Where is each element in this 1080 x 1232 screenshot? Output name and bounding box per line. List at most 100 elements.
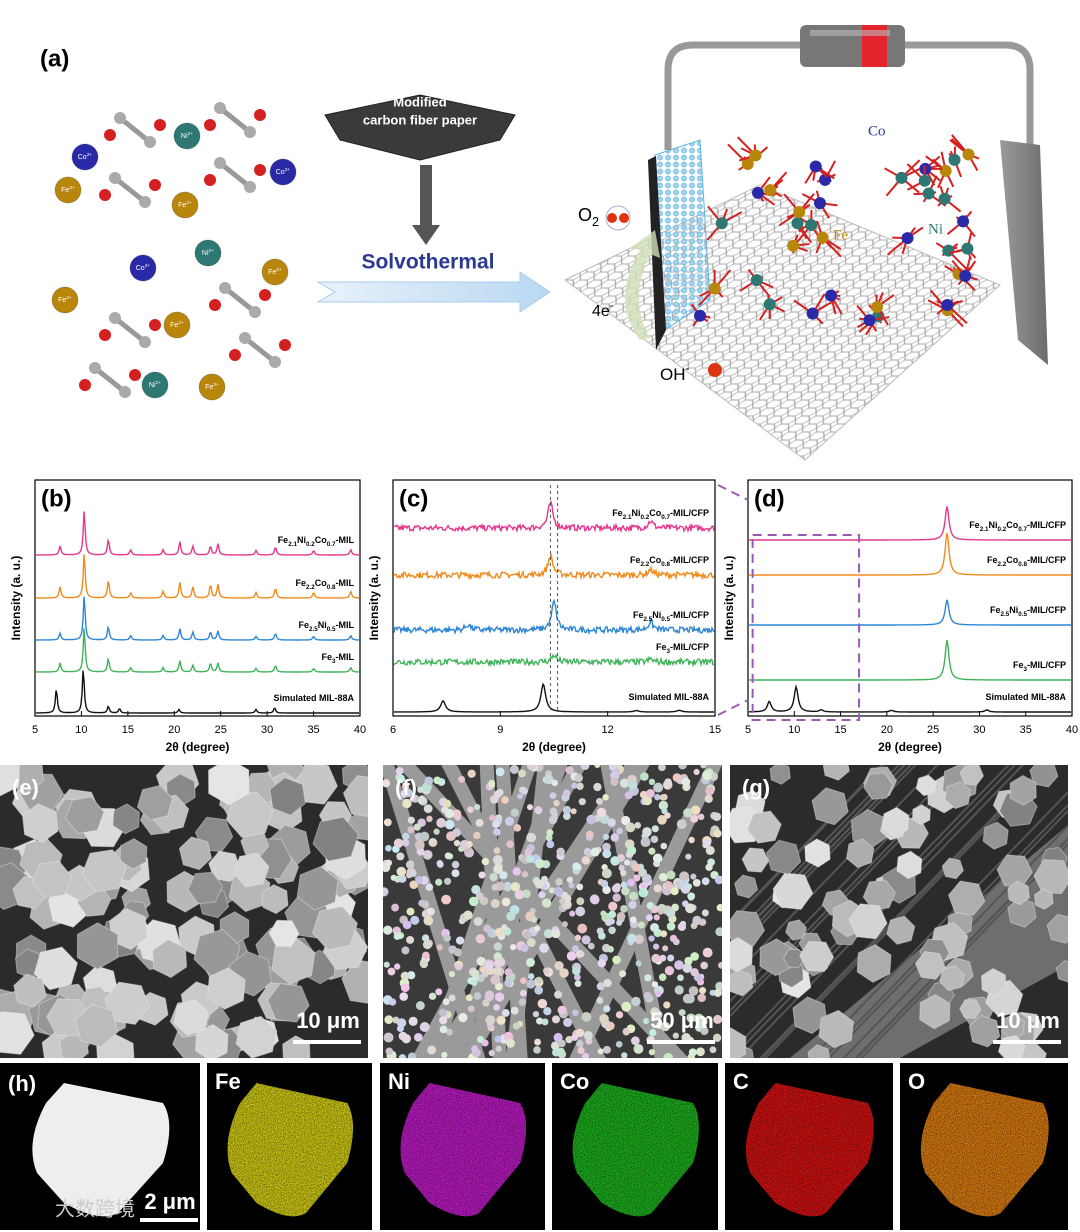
particle xyxy=(619,970,627,978)
particle xyxy=(628,780,638,790)
particle xyxy=(694,1013,704,1024)
particle xyxy=(606,1021,615,1031)
series-label: Simulated MIL-88A xyxy=(985,692,1066,702)
wire xyxy=(664,41,1034,150)
particle xyxy=(443,934,451,942)
particle xyxy=(561,921,568,928)
metal xyxy=(750,274,763,287)
particle xyxy=(484,961,494,971)
particle xyxy=(495,767,505,777)
particle xyxy=(524,848,533,856)
crystal xyxy=(341,959,368,1004)
x-tick-label: 20 xyxy=(168,724,180,736)
particle xyxy=(570,808,577,815)
particle xyxy=(436,944,443,951)
particle xyxy=(674,985,684,995)
particle xyxy=(630,916,637,924)
crystal xyxy=(187,871,224,905)
battery xyxy=(810,30,890,36)
x-tick-label: 30 xyxy=(261,724,273,736)
carbon-paper xyxy=(324,94,516,161)
particle xyxy=(491,883,499,891)
particle xyxy=(662,780,673,790)
particle xyxy=(701,909,709,917)
x-tick-label: 5 xyxy=(745,724,751,736)
panel-label: (b) xyxy=(41,485,72,512)
particle xyxy=(518,769,527,778)
particle xyxy=(712,1033,722,1043)
crystal xyxy=(746,810,782,844)
crystal xyxy=(1033,888,1054,910)
atom xyxy=(209,299,221,311)
particle xyxy=(603,978,612,988)
particle xyxy=(593,782,602,792)
particle xyxy=(698,918,707,926)
scale-bar xyxy=(993,1040,1061,1044)
particle xyxy=(620,905,628,913)
crystal xyxy=(818,1009,855,1049)
particle xyxy=(494,1035,502,1043)
metal xyxy=(816,231,829,244)
down-arrow xyxy=(420,165,432,227)
particle xyxy=(700,961,709,970)
particle xyxy=(520,787,528,795)
atom xyxy=(204,174,216,186)
metal xyxy=(957,215,970,228)
zoom-box xyxy=(751,534,861,721)
particle xyxy=(467,1005,475,1013)
crystal xyxy=(959,999,982,1019)
particle xyxy=(387,967,396,976)
atom xyxy=(99,329,111,341)
ion xyxy=(141,371,169,399)
particle xyxy=(642,795,653,806)
particle xyxy=(407,1052,417,1058)
crystal xyxy=(312,816,360,862)
xrd-trace xyxy=(393,682,714,713)
x-tick-label: 5 xyxy=(32,724,38,736)
crystal xyxy=(65,796,105,835)
particle xyxy=(578,951,585,958)
particle xyxy=(608,926,616,935)
particle xyxy=(444,877,452,885)
particle xyxy=(660,842,668,850)
particle xyxy=(553,799,560,807)
crystal xyxy=(730,1027,747,1058)
particle xyxy=(455,963,463,971)
crystal xyxy=(980,967,1007,997)
particle xyxy=(495,1045,502,1052)
particle xyxy=(603,1045,611,1054)
particle xyxy=(600,910,607,917)
crystal xyxy=(792,996,828,1035)
particle xyxy=(534,1038,541,1046)
ion-label: Fe3+ xyxy=(170,320,184,329)
particle xyxy=(572,966,581,976)
xrd-trace xyxy=(749,684,1071,713)
metal xyxy=(939,164,952,177)
scale-bar xyxy=(293,1040,361,1044)
particle xyxy=(409,880,419,889)
particle xyxy=(693,768,700,776)
particle xyxy=(407,826,415,834)
particle xyxy=(499,871,508,880)
atom xyxy=(144,136,156,148)
particle xyxy=(452,809,462,819)
particle xyxy=(448,994,456,1002)
atom xyxy=(269,356,281,368)
particle xyxy=(400,983,410,992)
particle xyxy=(653,782,664,793)
particle xyxy=(664,812,671,819)
particle xyxy=(660,930,668,938)
particle xyxy=(526,832,537,843)
particle xyxy=(413,1032,423,1042)
ion xyxy=(51,286,79,314)
particle xyxy=(581,935,591,945)
crystal xyxy=(208,850,242,883)
bond xyxy=(118,116,152,144)
particle xyxy=(523,931,532,940)
particle xyxy=(422,849,433,860)
particle xyxy=(569,910,576,917)
particle xyxy=(407,816,415,824)
particle xyxy=(635,960,642,967)
bond xyxy=(223,286,257,314)
particle xyxy=(686,1013,696,1023)
